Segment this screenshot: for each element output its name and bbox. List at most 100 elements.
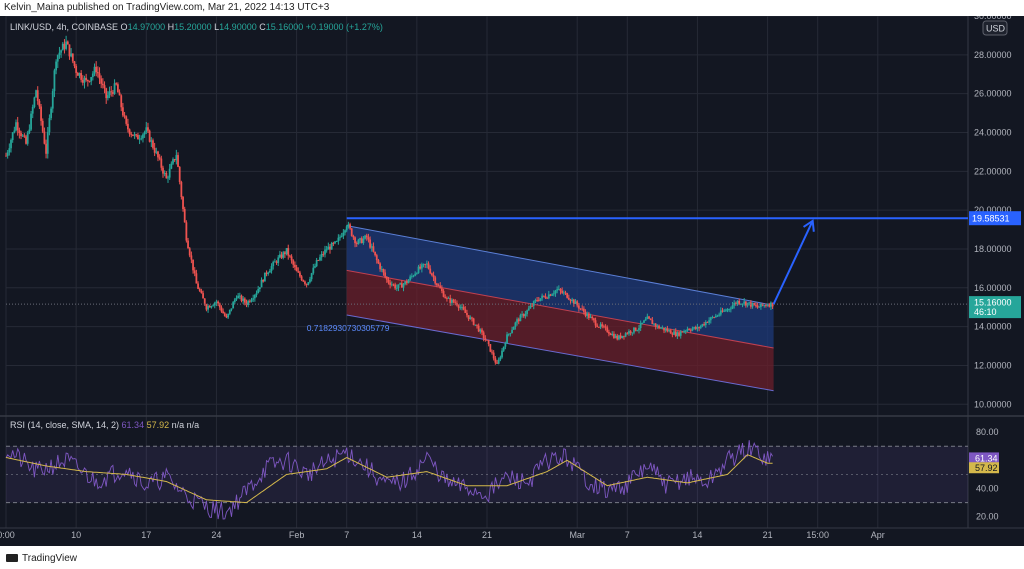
y-tick-label: 24.00000 — [974, 127, 1012, 137]
candle-body — [314, 266, 316, 268]
candle-body — [399, 283, 402, 285]
candle-body — [98, 73, 101, 79]
candle-body — [561, 290, 564, 293]
candle-body — [571, 299, 574, 301]
price-chart[interactable]: 0:00 10 17 24 Feb 7 14 21 Mar 7 14 21 15:00 Apr 10.000… — [0, 16, 1024, 546]
candle-body — [709, 317, 712, 321]
candle-body — [337, 237, 340, 242]
candle-body — [162, 167, 164, 174]
candle-body — [324, 249, 326, 255]
candle-body — [497, 359, 500, 364]
candle-body — [599, 324, 602, 328]
candle-body — [482, 332, 485, 339]
candle-body — [663, 327, 665, 331]
candle-body — [664, 328, 667, 331]
candle-body — [83, 77, 86, 83]
candle-body — [147, 127, 149, 131]
candle-body — [390, 284, 393, 286]
footer-bar: TradingView — [0, 549, 1024, 569]
candle-body — [220, 307, 223, 312]
candle-body — [347, 224, 350, 227]
candle-body — [703, 324, 706, 326]
candle-body — [218, 303, 221, 308]
candle-body — [415, 273, 418, 274]
candle-body — [15, 122, 17, 131]
candle-body — [472, 318, 475, 325]
candle-body — [756, 305, 759, 308]
candle-body — [31, 106, 34, 114]
candle-body — [332, 242, 335, 244]
candle-body — [198, 288, 201, 291]
candle-body — [400, 283, 403, 288]
tradingview-logo[interactable]: TradingView — [6, 553, 77, 564]
candle-body — [501, 350, 503, 358]
candle-body — [564, 292, 567, 294]
candle-body — [148, 130, 151, 142]
candle-body — [350, 228, 353, 236]
candle-body — [222, 311, 225, 314]
candle-body — [691, 328, 694, 331]
candle-body — [728, 309, 731, 310]
candle-body — [235, 298, 238, 300]
candle-body — [195, 273, 198, 284]
candle-body — [601, 324, 604, 327]
candle-body — [576, 301, 579, 306]
candle-body — [512, 326, 515, 330]
candle-body — [339, 236, 341, 238]
candle-body — [130, 134, 133, 135]
candle-body — [237, 295, 240, 299]
candle-body — [344, 230, 346, 233]
candle-body — [603, 326, 605, 328]
candle-body — [265, 272, 268, 274]
candle-body — [641, 322, 644, 324]
candle-body — [305, 283, 308, 285]
candle-body — [345, 226, 348, 231]
candle-body — [407, 280, 410, 284]
candle-body — [676, 332, 679, 337]
candle-body — [606, 327, 609, 333]
candle-body — [758, 306, 761, 308]
candle-body — [718, 314, 721, 316]
candle-body — [143, 131, 146, 135]
candle-body — [380, 269, 383, 270]
candle-body — [180, 181, 183, 197]
tradingview-icon — [6, 554, 18, 562]
candle-body — [491, 351, 493, 353]
candle-body — [11, 132, 14, 141]
candle-body — [46, 132, 49, 154]
candle-body — [133, 134, 136, 136]
candle-body — [631, 332, 634, 334]
candle-body — [188, 248, 191, 256]
candle-body — [659, 327, 662, 329]
candle-body — [377, 260, 380, 264]
candle-body — [73, 61, 76, 66]
candle-body — [354, 237, 356, 244]
candle-body — [681, 331, 684, 333]
candle-body — [304, 281, 306, 284]
candle-body — [370, 246, 373, 248]
resistance-label: 19.58531 — [972, 214, 1010, 224]
candle-body — [536, 299, 539, 301]
projection-arrow — [772, 220, 814, 305]
candle-body — [748, 302, 751, 304]
candle-body — [454, 302, 457, 304]
candle-body — [542, 295, 545, 297]
candle-body — [374, 251, 377, 256]
candle-body — [53, 70, 56, 92]
candle-body — [187, 240, 189, 249]
candle-body — [648, 316, 650, 319]
candle-body — [477, 325, 480, 332]
candle-body — [270, 266, 273, 271]
candle-body — [217, 301, 220, 304]
candle-body — [185, 222, 188, 241]
candle-body — [721, 310, 724, 312]
candle-body — [329, 246, 331, 250]
candle-body — [213, 302, 216, 306]
candle-body — [10, 140, 12, 149]
candle-body — [307, 282, 310, 285]
candle-body — [481, 329, 483, 333]
candle-body — [410, 275, 413, 277]
candle-body — [158, 157, 161, 159]
currency-badge — [982, 20, 1008, 36]
candle-body — [63, 43, 66, 49]
